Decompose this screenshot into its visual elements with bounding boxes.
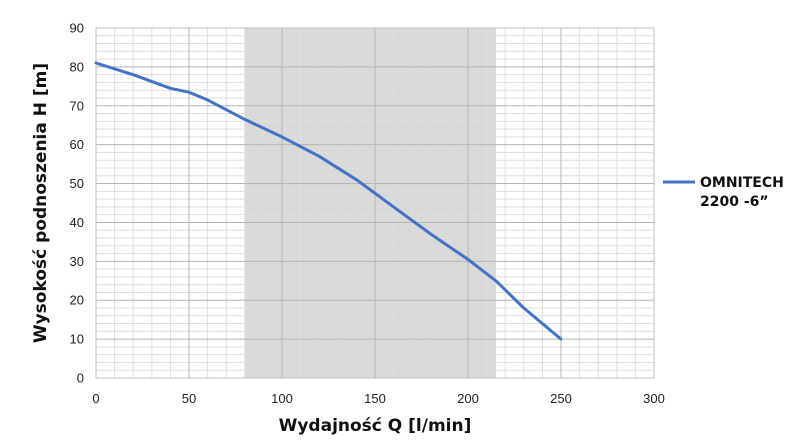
y-tick-label: 40 <box>70 215 84 230</box>
x-tick-label: 100 <box>271 391 293 406</box>
plot-area-frame <box>95 27 655 379</box>
x-tick-label: 150 <box>364 391 386 406</box>
x-tick-label: 200 <box>457 391 479 406</box>
x-tick-label: 300 <box>643 391 665 406</box>
x-axis-title: Wydajność Q [l/min] <box>279 416 472 436</box>
y-tick-label: 50 <box>70 176 84 191</box>
legend-label-line-1: OMNITECH <box>700 175 784 191</box>
y-tick-label: 60 <box>70 137 84 152</box>
x-axis-tick-labels: 0 50 100 150 200 250 300 <box>92 391 664 406</box>
y-tick-label: 0 <box>77 371 84 386</box>
x-tick-label: 250 <box>550 391 572 406</box>
x-tick-label: 50 <box>182 391 196 406</box>
y-tick-label: 20 <box>70 293 84 308</box>
x-tick-label: 0 <box>92 391 99 406</box>
y-tick-label: 70 <box>70 98 84 113</box>
y-tick-label: 80 <box>70 59 84 74</box>
highlight-band <box>244 28 496 378</box>
y-tick-label: 10 <box>70 332 84 347</box>
y-tick-label: 90 <box>70 21 84 36</box>
y-axis-tick-labels: 0 10 20 30 40 50 60 70 80 90 <box>70 21 84 386</box>
legend-label-line-2: 2200 -6” <box>700 194 769 210</box>
series-line-omnitech <box>94 61 563 341</box>
y-axis-title: Wysokość podnoszenia H [m] <box>31 63 51 343</box>
legend: OMNITECH 2200 -6” <box>663 175 784 210</box>
y-tick-label: 30 <box>70 254 84 269</box>
